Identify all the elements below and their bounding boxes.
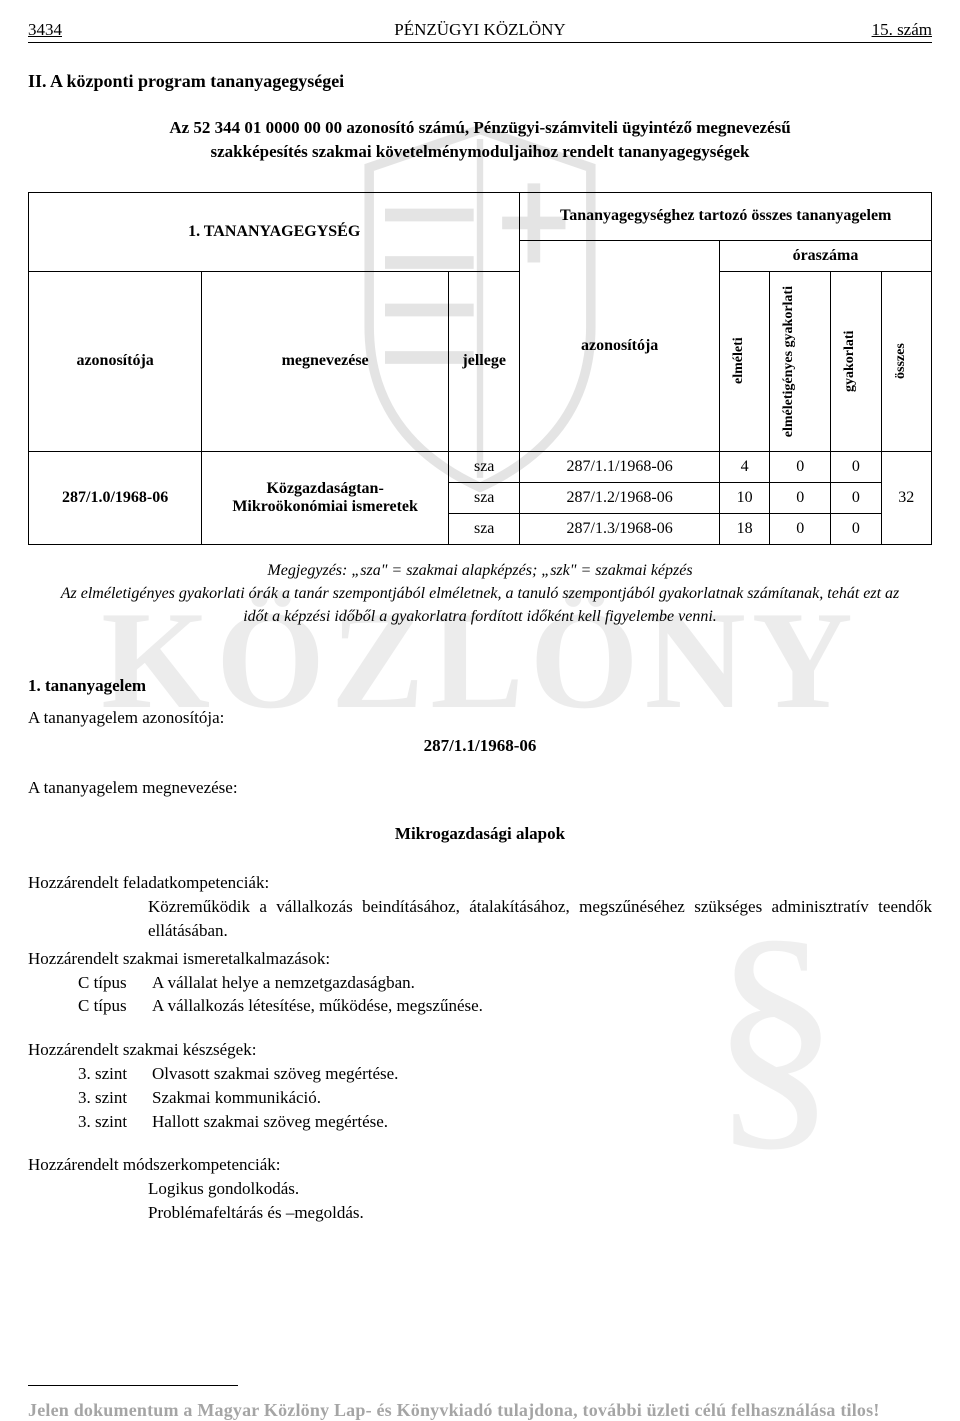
element-id-value: 287/1.1/1968-06 (28, 734, 932, 758)
note-2: Az elméletigényes gyakorlati órák a taná… (58, 582, 902, 628)
cell-eg: 0 (770, 513, 831, 544)
cell-jellege: sza (449, 482, 520, 513)
cell-jellege: sza (449, 451, 520, 482)
group-header: Tananyagegységhez tartozó összes tananya… (520, 192, 932, 240)
element-section: 1. tananyagelem A tananyagelem azonosító… (28, 674, 932, 1224)
item-tag: C típus (78, 971, 140, 995)
list-item: 3. szint Hallott szakmai szöveg megértés… (28, 1110, 932, 1134)
cell-e: 4 (719, 451, 769, 482)
feladat-label: Hozzárendelt feladatkompetenciák: (28, 871, 932, 895)
cell-subid: 287/1.1/1968-06 (520, 451, 720, 482)
cell-e: 10 (719, 482, 769, 513)
cell-subid: 287/1.2/1968-06 (520, 482, 720, 513)
cell-g: 0 (831, 482, 881, 513)
cell-subid: 287/1.3/1968-06 (520, 513, 720, 544)
item-text: Olvasott szakmai szöveg megértése. (152, 1062, 398, 1086)
section-heading: II. A központi program tananyagegységei (28, 71, 932, 92)
col-azonositoja: azonosítója (29, 271, 202, 451)
intro-block: Az 52 344 01 0000 00 00 azonosító számú,… (88, 116, 872, 164)
keszseg-label: Hozzárendelt szakmai készségek: (28, 1038, 932, 1062)
issue-number: 15. szám (812, 20, 932, 40)
item-text: A vállalkozás létesítése, működése, megs… (152, 994, 483, 1018)
page-number: 3434 (28, 20, 148, 40)
element-name-value: Mikrogazdasági alapok (28, 822, 932, 846)
cell-osszes: 32 (881, 451, 931, 544)
ismeret-label: Hozzárendelt szakmai ismeretalkalmazások… (28, 947, 932, 971)
col-megnevezese: megnevezése (202, 271, 449, 451)
cell-eg: 0 (770, 451, 831, 482)
item-tag: 3. szint (78, 1062, 140, 1086)
row-name: Közgazdaságtan- Mikroökonómiai ismeretek (202, 451, 449, 544)
col-elmgyak: elméletigényes gyakorlati (778, 278, 800, 445)
element-id-label: A tananyagelem azonosítója: (28, 706, 932, 730)
cell-eg: 0 (770, 482, 831, 513)
list-item: 3. szint Szakmai kommunikáció. (28, 1086, 932, 1110)
footer-disclaimer: Jelen dokumentum a Magyar Közlöny Lap- é… (28, 1400, 932, 1421)
modszer-label: Hozzárendelt módszerkompetenciák: (28, 1153, 932, 1177)
cell-g: 0 (831, 513, 881, 544)
item-tag: 3. szint (78, 1086, 140, 1110)
intro-line-2: szakképesítés szakmai követelménymodulja… (88, 140, 872, 164)
col-azonositoja2: azonosítója (520, 240, 720, 451)
list-item: C típus A vállalat helye a nemzetgazdasá… (28, 971, 932, 995)
journal-title: PÉNZÜGYI KÖZLÖNY (148, 20, 812, 40)
item-text: Szakmai kommunikáció. (152, 1086, 321, 1110)
list-item: 3. szint Olvasott szakmai szöveg megérté… (28, 1062, 932, 1086)
unit-header: 1. TANANYAGEGYSÉG (29, 192, 520, 271)
item-tag: 3. szint (78, 1110, 140, 1134)
item-text: Hallott szakmai szöveg megértése. (152, 1110, 388, 1134)
list-item: Problémafeltárás és –megoldás. (28, 1201, 932, 1225)
element-heading: 1. tananyagelem (28, 674, 932, 698)
col-elmeleti: elméleti (728, 301, 750, 421)
element-name-label: A tananyagelem megnevezése: (28, 776, 932, 800)
item-tag: C típus (78, 994, 140, 1018)
footer-rule (28, 1385, 238, 1386)
col-jellege: jellege (449, 271, 520, 451)
col-osszes: összes (890, 301, 912, 421)
feladat-text: Közreműködik a vállalkozás beindításához… (28, 895, 932, 943)
cell-jellege: sza (449, 513, 520, 544)
running-header: 3434 PÉNZÜGYI KÖZLÖNY 15. szám (28, 20, 932, 43)
curriculum-table: 1. TANANYAGEGYSÉG Tananyagegységhez tart… (28, 192, 932, 545)
cell-e: 18 (719, 513, 769, 544)
list-item: C típus A vállalkozás létesítése, működé… (28, 994, 932, 1018)
note-1: Megjegyzés: „sza" = szakmai alapképzés; … (58, 559, 902, 582)
item-text: A vállalat helye a nemzetgazdaságban. (152, 971, 415, 995)
list-item: Logikus gondolkodás. (28, 1177, 932, 1201)
table-row: 287/1.0/1968-06 Közgazdaságtan- Mikroöko… (29, 451, 932, 482)
notes-block: Megjegyzés: „sza" = szakmai alapképzés; … (58, 559, 902, 629)
intro-line-1: Az 52 344 01 0000 00 00 azonosító számú,… (88, 116, 872, 140)
col-oraszama: óraszáma (719, 240, 931, 271)
row-id: 287/1.0/1968-06 (29, 451, 202, 544)
col-gyakorlati: gyakorlati (839, 301, 861, 421)
cell-g: 0 (831, 451, 881, 482)
